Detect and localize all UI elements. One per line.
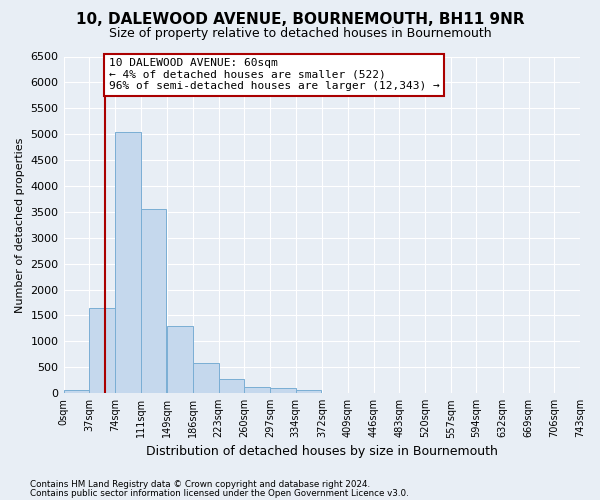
Text: 10, DALEWOOD AVENUE, BOURNEMOUTH, BH11 9NR: 10, DALEWOOD AVENUE, BOURNEMOUTH, BH11 9…	[76, 12, 524, 26]
Text: Contains public sector information licensed under the Open Government Licence v3: Contains public sector information licen…	[30, 488, 409, 498]
X-axis label: Distribution of detached houses by size in Bournemouth: Distribution of detached houses by size …	[146, 444, 498, 458]
Bar	[218, 379, 244, 393]
Bar	[64, 390, 89, 393]
Text: Contains HM Land Registry data © Crown copyright and database right 2024.: Contains HM Land Registry data © Crown c…	[30, 480, 370, 489]
Bar	[140, 210, 166, 393]
Bar	[296, 390, 322, 393]
Bar	[270, 388, 296, 393]
Bar	[244, 387, 270, 393]
Text: 10 DALEWOOD AVENUE: 60sqm
← 4% of detached houses are smaller (522)
96% of semi-: 10 DALEWOOD AVENUE: 60sqm ← 4% of detach…	[109, 58, 439, 92]
Text: Size of property relative to detached houses in Bournemouth: Size of property relative to detached ho…	[109, 28, 491, 40]
Bar	[89, 308, 115, 393]
Bar	[115, 132, 140, 393]
Y-axis label: Number of detached properties: Number of detached properties	[15, 137, 25, 312]
Bar	[167, 326, 193, 393]
Bar	[193, 363, 218, 393]
